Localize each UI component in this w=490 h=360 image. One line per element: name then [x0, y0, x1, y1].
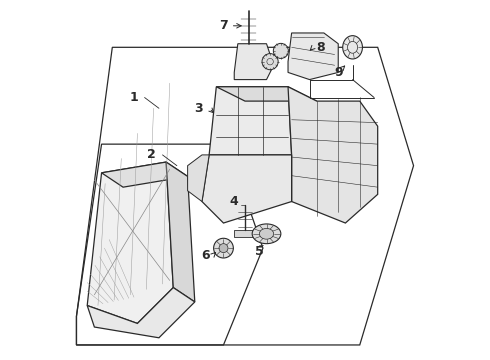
Polygon shape: [166, 162, 195, 302]
Text: 9: 9: [334, 66, 343, 79]
Polygon shape: [188, 155, 209, 202]
Text: 3: 3: [194, 102, 203, 115]
Text: 4: 4: [230, 195, 239, 208]
Polygon shape: [202, 155, 292, 223]
Polygon shape: [288, 87, 378, 223]
Text: 7: 7: [219, 19, 228, 32]
Polygon shape: [234, 44, 274, 80]
Polygon shape: [216, 87, 317, 101]
Ellipse shape: [273, 43, 289, 58]
Polygon shape: [288, 33, 338, 80]
Ellipse shape: [343, 36, 363, 59]
Polygon shape: [87, 162, 173, 323]
Ellipse shape: [262, 54, 278, 70]
Text: 2: 2: [147, 148, 156, 161]
Ellipse shape: [259, 228, 274, 239]
Ellipse shape: [252, 224, 281, 244]
Polygon shape: [234, 230, 256, 237]
Text: 5: 5: [255, 245, 264, 258]
Polygon shape: [101, 162, 188, 187]
Ellipse shape: [214, 238, 233, 258]
Text: 8: 8: [316, 41, 324, 54]
Polygon shape: [87, 288, 195, 338]
Text: 6: 6: [201, 249, 210, 262]
Polygon shape: [209, 87, 292, 155]
Ellipse shape: [219, 244, 228, 253]
Text: 1: 1: [129, 91, 138, 104]
